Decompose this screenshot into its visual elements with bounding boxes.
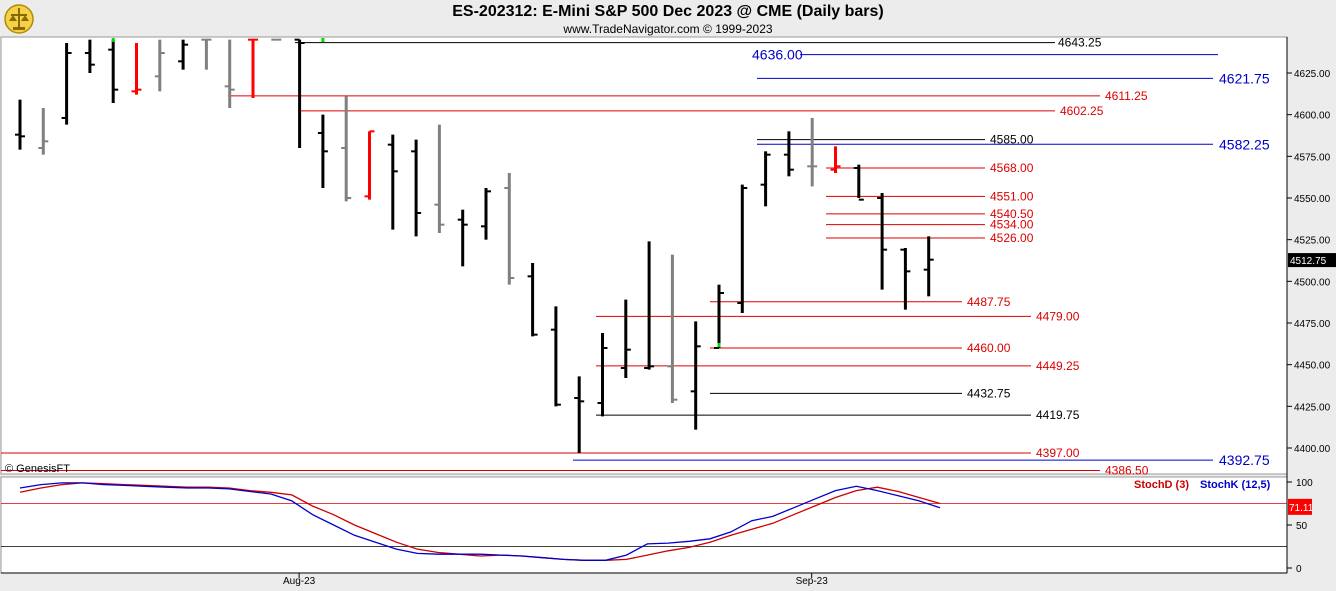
ohlc-bar (807, 118, 818, 187)
oscillator-axis-label: 100 (1296, 478, 1313, 489)
level-label: 4392.75 (1219, 452, 1270, 468)
ohlc-bar (714, 284, 724, 349)
ohlc-bar (900, 248, 911, 310)
ohlc-bar (317, 114, 328, 188)
ohlc-bar (783, 131, 794, 177)
ohlc-bar (504, 173, 515, 285)
level-label: 4602.25 (1060, 104, 1104, 118)
ohlc-bar (411, 139, 422, 237)
price-axis-label: 4525.00 (1294, 236, 1331, 247)
oscillator-axis-label: 0 (1296, 564, 1302, 575)
ohlc-bar (108, 39, 119, 103)
oscillator-series-line (19, 482, 941, 561)
signal-marker (111, 38, 115, 42)
chart-subtitle: www.TradeNavigator.com © 1999-2023 (563, 22, 773, 36)
ohlc-bar (434, 124, 445, 233)
oscillator-last-value: 71.11 (1289, 503, 1314, 514)
price-axis-label: 4575.00 (1294, 152, 1331, 163)
ohlc-bar (644, 241, 655, 370)
ohlc-bar (38, 108, 49, 155)
level-label: 4643.25 (1058, 36, 1102, 50)
ohlc-bar (481, 188, 491, 240)
trade-navigator-logo-icon (4, 4, 34, 34)
oscillator-series-line (19, 482, 941, 561)
level-label: 4551.00 (990, 189, 1034, 203)
ohlc-bar (248, 38, 258, 98)
ohlc-bar (690, 321, 701, 430)
signal-marker (321, 38, 325, 42)
last-price-label: 4512.75 (1290, 256, 1327, 267)
price-axis-label: 4600.00 (1294, 111, 1331, 122)
level-label: 4621.75 (1219, 70, 1270, 86)
ohlc-bar (877, 193, 888, 290)
level-label: 4432.75 (967, 386, 1011, 400)
ohlc-bar (84, 39, 95, 73)
level-label: 4534.00 (990, 218, 1034, 232)
ohlc-bar (527, 263, 538, 337)
level-label: 4386.50 (1105, 464, 1149, 478)
ohlc-bar (760, 151, 771, 207)
time-axis-label: Aug-23 (283, 576, 316, 587)
level-label: 4487.75 (967, 295, 1011, 309)
ohlc-bar (620, 299, 631, 378)
oscillator-last-value-box (1288, 498, 1312, 515)
chart-title: ES-202312: E-Mini S&P 500 Dec 2023 @ CME… (452, 3, 884, 20)
ohlc-bar (550, 306, 561, 407)
signal-marker (717, 343, 721, 347)
ohlc-bar (574, 376, 585, 453)
last-price-box (1288, 253, 1336, 268)
price-axis-label: 4625.00 (1294, 69, 1331, 80)
time-axis-label: Sep-23 (796, 576, 829, 587)
level-label: 4479.00 (1036, 309, 1080, 323)
level-label: 4568.00 (990, 161, 1034, 175)
ohlc-bar (923, 236, 934, 297)
legend-stochd: StochD (3) (1134, 479, 1189, 491)
level-label: 4419.75 (1036, 408, 1080, 422)
ohlc-bar (737, 184, 748, 313)
ohlc-bar (15, 99, 25, 150)
price-axis-label: 4450.00 (1294, 361, 1331, 372)
level-label: 4540.50 (990, 207, 1034, 221)
level-label: 4636.00 (752, 47, 803, 63)
ohlc-bar (830, 146, 841, 173)
level-label: 4582.25 (1219, 136, 1270, 152)
level-label: 4611.25 (1105, 89, 1148, 103)
oscillator-axis-label: 50 (1296, 521, 1308, 532)
ohlc-bar (294, 38, 305, 148)
price-axis-label: 4425.00 (1294, 402, 1331, 413)
level-label: 4585.00 (990, 133, 1034, 147)
copyright-label: © GenesisFT (5, 463, 70, 475)
level-label: 4449.25 (1036, 359, 1080, 373)
ohlc-bar (667, 254, 678, 403)
price-axis-label: 4500.00 (1294, 277, 1331, 288)
ohlc-bar (457, 209, 468, 267)
level-label: 4526.00 (990, 231, 1034, 245)
price-panel (0, 36, 1288, 475)
price-axis-label: 4550.00 (1294, 194, 1331, 205)
ohlc-bar (131, 43, 142, 95)
oscillator-panel (0, 476, 1288, 574)
price-axis-label: 4400.00 (1294, 444, 1331, 455)
ohlc-bar (201, 38, 212, 70)
ohlc-bar (341, 96, 352, 202)
ohlc-bar (224, 39, 235, 108)
ohlc-bar (364, 130, 375, 200)
legend-stochk: StochK (12,5) (1200, 479, 1271, 491)
ohlc-bar (154, 39, 165, 92)
ohlc-bar (178, 39, 189, 70)
price-axis-label: 4475.00 (1294, 319, 1331, 330)
level-label: 4460.00 (967, 341, 1011, 355)
ohlc-bar (853, 164, 864, 201)
ohlc-bar (387, 134, 398, 230)
ohlc-bar (61, 43, 72, 125)
level-label: 4397.00 (1036, 446, 1080, 460)
ohlc-bar (597, 333, 608, 417)
